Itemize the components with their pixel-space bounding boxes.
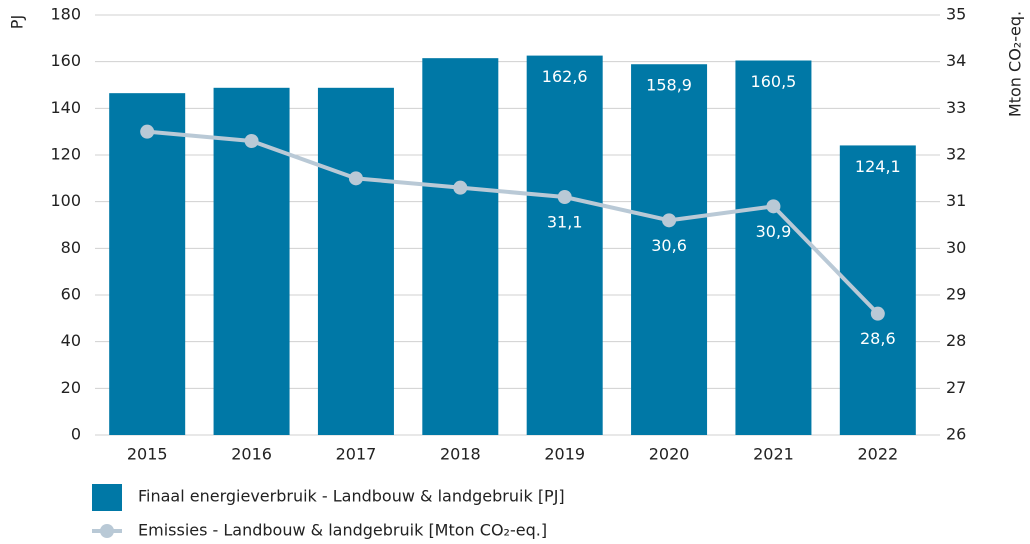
bar <box>839 145 916 435</box>
line-point <box>453 180 468 195</box>
bar-value-label: 162,6 <box>542 67 588 86</box>
legend-swatch <box>92 484 122 511</box>
line-value-label: 30,6 <box>651 236 687 255</box>
line-point <box>870 306 885 321</box>
legend-label: Finaal energieverbruik - Landbouw & land… <box>138 487 565 506</box>
y-tick-label: 0 <box>71 425 81 444</box>
line-point <box>557 190 572 204</box>
y-tick-label: 40 <box>61 331 81 350</box>
x-tick-label: 2018 <box>440 445 481 464</box>
bar <box>631 64 708 435</box>
bar-value-label: 158,9 <box>646 76 692 95</box>
x-tick-label: 2022 <box>857 445 898 464</box>
line-point <box>766 199 781 214</box>
line-point <box>348 171 363 186</box>
y-tick-label: 20 <box>61 378 81 397</box>
line-point <box>140 124 155 139</box>
bar <box>422 58 499 436</box>
y-tick-label: 120 <box>50 145 81 164</box>
y-tick-label: 80 <box>61 238 81 257</box>
y2-tick-label: 29 <box>946 285 966 304</box>
y2-tick-label: 31 <box>946 191 966 210</box>
bar <box>109 93 186 436</box>
y2-tick-label: 32 <box>946 145 966 164</box>
x-tick-label: 2020 <box>649 445 690 464</box>
x-tick-label: 2019 <box>544 445 585 464</box>
x-tick-label: 2016 <box>231 445 272 464</box>
bar <box>317 87 394 436</box>
y2-axis-label: Mton CO₂-eq. <box>1006 11 1025 117</box>
bar-value-label: 160,5 <box>751 72 797 91</box>
line <box>147 129 880 316</box>
y-tick-label: 160 <box>50 51 81 70</box>
y2-tick-label: 27 <box>946 378 966 397</box>
y-tick-label: 140 <box>50 98 81 117</box>
x-tick-label: 2021 <box>753 445 794 464</box>
y2-tick-label: 33 <box>946 98 966 117</box>
y-tick-label: 60 <box>61 285 81 304</box>
y-axis-label: PJ <box>8 15 27 29</box>
y2-tick-label: 30 <box>946 238 966 257</box>
legend-swatch <box>100 524 114 538</box>
bar <box>526 55 603 435</box>
line-value-label: 28,6 <box>860 329 896 348</box>
line-value-label: 30,9 <box>756 222 792 241</box>
legend-label: Emissies - Landbouw & landgebruik [Mton … <box>138 521 547 540</box>
y2-tick-label: 34 <box>946 51 966 70</box>
line-point <box>662 213 677 228</box>
line-point <box>244 134 259 148</box>
y-tick-label: 180 <box>50 5 81 24</box>
y2-tick-label: 35 <box>946 5 966 24</box>
line-value-label: 31,1 <box>547 213 583 232</box>
x-tick-label: 2015 <box>127 445 168 464</box>
x-tick-label: 2017 <box>336 445 377 464</box>
y-tick-label: 100 <box>50 191 81 210</box>
bar-value-label: 124,1 <box>855 157 901 176</box>
y2-tick-label: 28 <box>946 331 966 350</box>
y2-tick-label: 26 <box>946 425 966 444</box>
bar <box>735 60 812 435</box>
